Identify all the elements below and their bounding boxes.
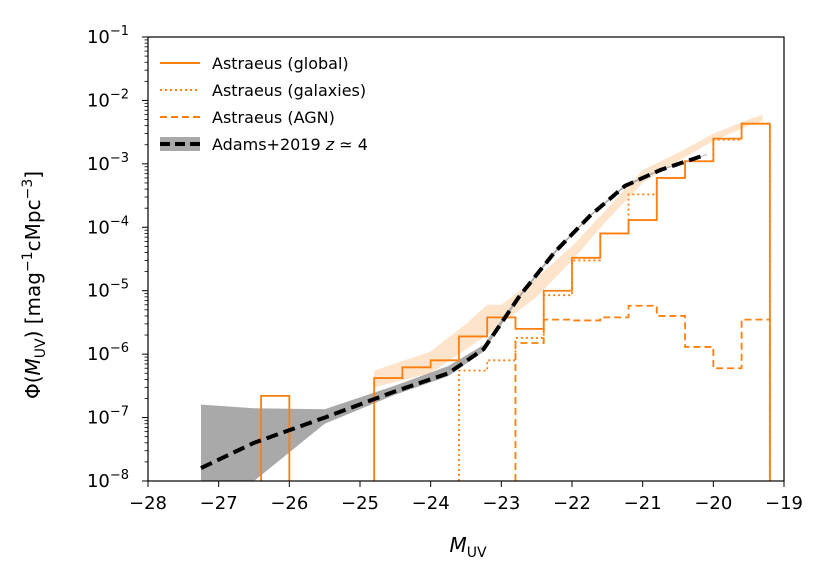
y-tick-label: 10−6 bbox=[87, 341, 129, 365]
x-tick-label: −28 bbox=[129, 493, 167, 514]
legend-label-agn: Astraeus (AGN) bbox=[212, 108, 335, 127]
series-solid-histogram bbox=[260, 122, 771, 481]
y-tick-label: 10−2 bbox=[87, 87, 129, 111]
y-tick-label: 10−4 bbox=[87, 214, 129, 238]
adams-line bbox=[200, 152, 707, 470]
adams-band bbox=[201, 154, 707, 481]
legend-label-adams: Adams+2019 z ≃ 4 bbox=[212, 135, 368, 154]
x-tick-label: −27 bbox=[200, 493, 238, 514]
x-tick-label: −25 bbox=[341, 493, 379, 514]
x-tick-label: −24 bbox=[412, 493, 450, 514]
plot-frame bbox=[147, 36, 785, 482]
legend-label-global: Astraeus (global) bbox=[212, 54, 349, 73]
data-series bbox=[200, 122, 771, 481]
x-tick-label: −23 bbox=[482, 493, 520, 514]
x-axis-ticks: −28 −27 −26 −25 −24 −23 −22 −21 −20 −19 bbox=[129, 481, 803, 514]
y-tick-label: 10−3 bbox=[87, 151, 129, 175]
x-tick-label: −22 bbox=[553, 493, 591, 514]
x-tick-label: −26 bbox=[270, 493, 308, 514]
x-axis-label: MUV bbox=[449, 533, 487, 561]
astraeus-band bbox=[374, 114, 763, 388]
y-axis-label: Φ(MUV) [mag−1cMpc−3] bbox=[20, 171, 49, 399]
x-tick-label: −21 bbox=[624, 493, 662, 514]
y-tick-label: 10−7 bbox=[87, 405, 129, 429]
legend-label-galaxies: Astraeus (galaxies) bbox=[212, 81, 366, 100]
y-axis-ticks: 10−8 10−7 10−6 10−5 10−4 10−3 10−2 10−1 bbox=[87, 24, 148, 492]
series-dotted-histogram bbox=[458, 122, 771, 481]
y-tick-label: 10−1 bbox=[87, 24, 129, 48]
y-tick-label: 10−5 bbox=[87, 278, 129, 302]
legend: Astraeus (global) Astraeus (galaxies) As… bbox=[160, 54, 368, 154]
x-tick-label: −19 bbox=[765, 493, 803, 514]
y-tick-label: 10−8 bbox=[87, 468, 129, 492]
uncertainty-bands bbox=[201, 114, 763, 481]
x-tick-label: −20 bbox=[694, 493, 732, 514]
series-dashed-histogram bbox=[514, 304, 771, 481]
